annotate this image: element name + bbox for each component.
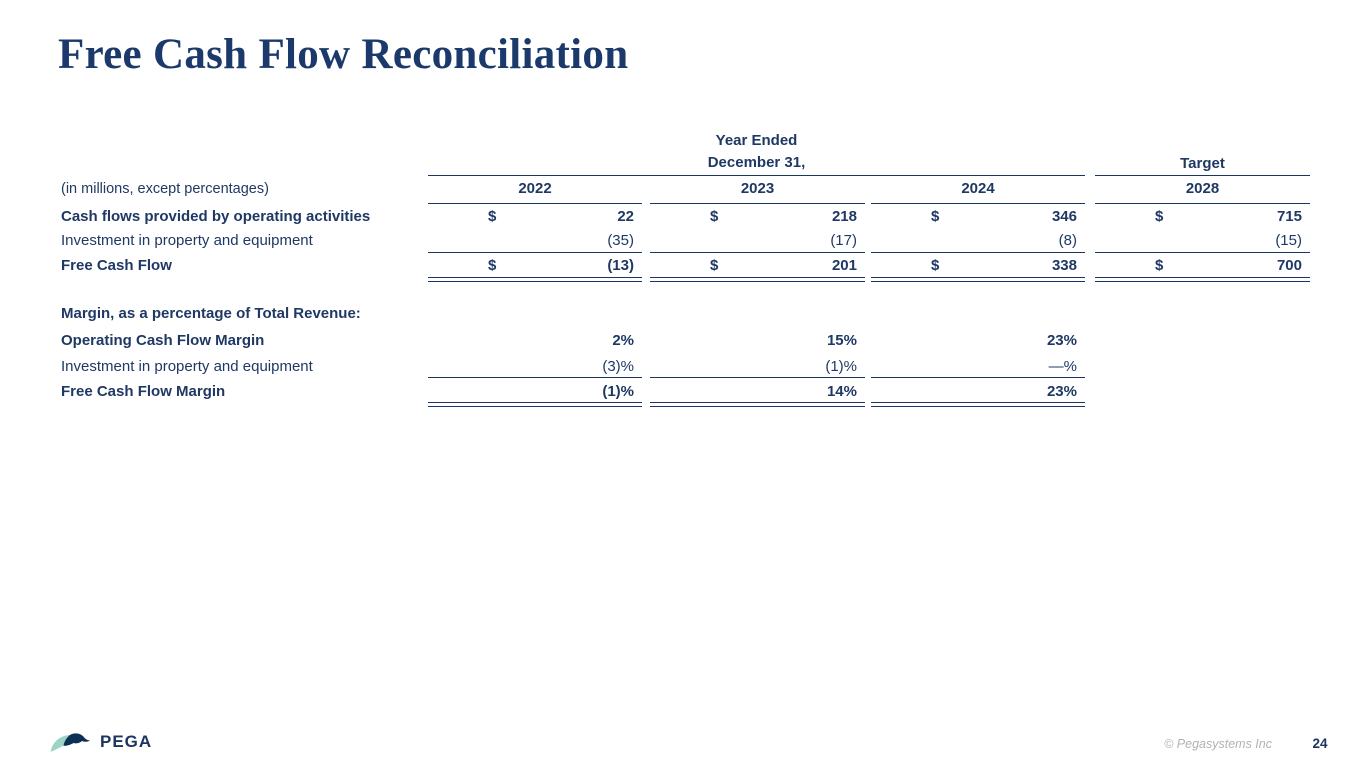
margin-section-header-row: Margin, as a percentage of Total Revenue… — [0, 303, 1365, 325]
pega-logo-icon — [48, 729, 94, 755]
table-double-rule — [1095, 277, 1310, 282]
cell-value: 715 — [1276, 208, 1302, 225]
table-header-span-row: Year Ended December 31, Target — [0, 128, 1365, 175]
cell-2023: $ 201 — [650, 254, 865, 277]
cell-2022: 2% — [612, 332, 634, 349]
table-rule — [1095, 252, 1310, 253]
table-rule — [871, 203, 1085, 204]
table-rule — [650, 377, 865, 378]
cell-2024: $ 338 — [871, 254, 1085, 277]
cell-2024: 23% — [1046, 383, 1077, 400]
cell-2023: 15% — [826, 332, 857, 349]
cell-2023: 14% — [826, 383, 857, 400]
table-row: Cash flows provided by operating activit… — [0, 205, 1365, 229]
cell-value: 346 — [1051, 208, 1077, 225]
currency-symbol: $ — [488, 208, 497, 225]
cell-2022: $ 22 — [428, 205, 642, 229]
cell-2023: (1)% — [825, 358, 857, 375]
year-ended-line1: Year Ended — [715, 132, 798, 149]
table-row: Operating Cash Flow Margin 2% 15% 23% — [0, 330, 1365, 352]
currency-symbol: $ — [1155, 257, 1164, 274]
pega-logo: PEGA — [48, 729, 152, 755]
cell-value: (13) — [607, 257, 634, 274]
cell-value: 338 — [1051, 257, 1077, 274]
cell-2024: —% — [1048, 358, 1077, 375]
row-label: Investment in property and equipment — [61, 358, 313, 375]
table-double-rule — [650, 402, 865, 407]
table-double-rule — [428, 277, 642, 282]
currency-symbol: $ — [931, 208, 940, 225]
cell-2024: (8) — [1058, 232, 1077, 249]
table-double-rule — [650, 277, 865, 282]
cell-value: 201 — [831, 257, 857, 274]
table-rule — [428, 203, 642, 204]
table-row: Investment in property and equipment (3)… — [0, 356, 1365, 377]
table-rule — [1095, 203, 1310, 204]
year-column-2022: 2022 — [518, 180, 552, 197]
cell-2023: (17) — [830, 232, 857, 249]
row-label: Free Cash Flow Margin — [61, 383, 226, 400]
year-ended-header: Year Ended December 31, — [428, 128, 1085, 175]
cell-2028: $ 715 — [1095, 205, 1310, 229]
page-number: 24 — [1312, 736, 1328, 751]
cell-2028: $ 700 — [1095, 254, 1310, 277]
pega-logo-text: PEGA — [100, 732, 153, 751]
currency-symbol: $ — [931, 257, 940, 274]
table-rule — [650, 252, 865, 253]
currency-symbol: $ — [710, 208, 719, 225]
cell-2023: $ 218 — [650, 205, 865, 229]
table-rule — [428, 377, 642, 378]
margin-section-header: Margin, as a percentage of Total Revenue… — [61, 305, 361, 322]
row-label: Cash flows provided by operating activit… — [61, 208, 371, 225]
table-rule — [871, 252, 1085, 253]
row-label: Investment in property and equipment — [61, 232, 313, 249]
year-ended-line2: December 31, — [707, 154, 806, 171]
cell-2022: $ (13) — [428, 254, 642, 277]
cell-2022: (1)% — [602, 383, 634, 400]
row-label: Free Cash Flow — [61, 257, 172, 274]
table-rule — [1095, 175, 1310, 176]
table-double-rule — [428, 402, 642, 407]
currency-symbol: $ — [1155, 208, 1164, 225]
table-rule — [871, 377, 1085, 378]
cell-value: 218 — [831, 208, 857, 225]
table-row: Free Cash Flow Margin (1)% 14% 23% — [0, 381, 1365, 402]
cell-2022: (35) — [607, 232, 634, 249]
cell-2022: (3)% — [602, 358, 634, 375]
currency-symbol: $ — [710, 257, 719, 274]
year-column-2028: 2028 — [1185, 180, 1220, 197]
cell-value: 700 — [1276, 257, 1302, 274]
year-column-2023: 2023 — [740, 180, 775, 197]
table-rule — [428, 252, 642, 253]
cell-value: 22 — [617, 208, 634, 225]
year-column-2024: 2024 — [961, 180, 995, 197]
table-row: Free Cash Flow $ (13) $ 201 $ 338 $ 700 — [0, 254, 1365, 277]
page-title: Free Cash Flow Reconciliation — [58, 31, 629, 78]
currency-symbol: $ — [488, 257, 497, 274]
cell-2028: (15) — [1275, 232, 1302, 249]
table-rule — [428, 175, 1085, 176]
row-label: Operating Cash Flow Margin — [61, 332, 265, 349]
table-double-rule — [871, 402, 1085, 407]
table-note: (in millions, except percentages) — [61, 181, 269, 197]
cell-2024: $ 346 — [871, 205, 1085, 229]
table-year-row: (in millions, except percentages) 2022 2… — [0, 176, 1365, 202]
target-header: Target — [1180, 155, 1225, 172]
copyright-text: © Pegasystems Inc — [1164, 737, 1272, 751]
table-row: Investment in property and equipment (35… — [0, 229, 1365, 252]
table-double-rule — [871, 277, 1085, 282]
table-rule — [650, 203, 865, 204]
cell-2024: 23% — [1046, 332, 1077, 349]
